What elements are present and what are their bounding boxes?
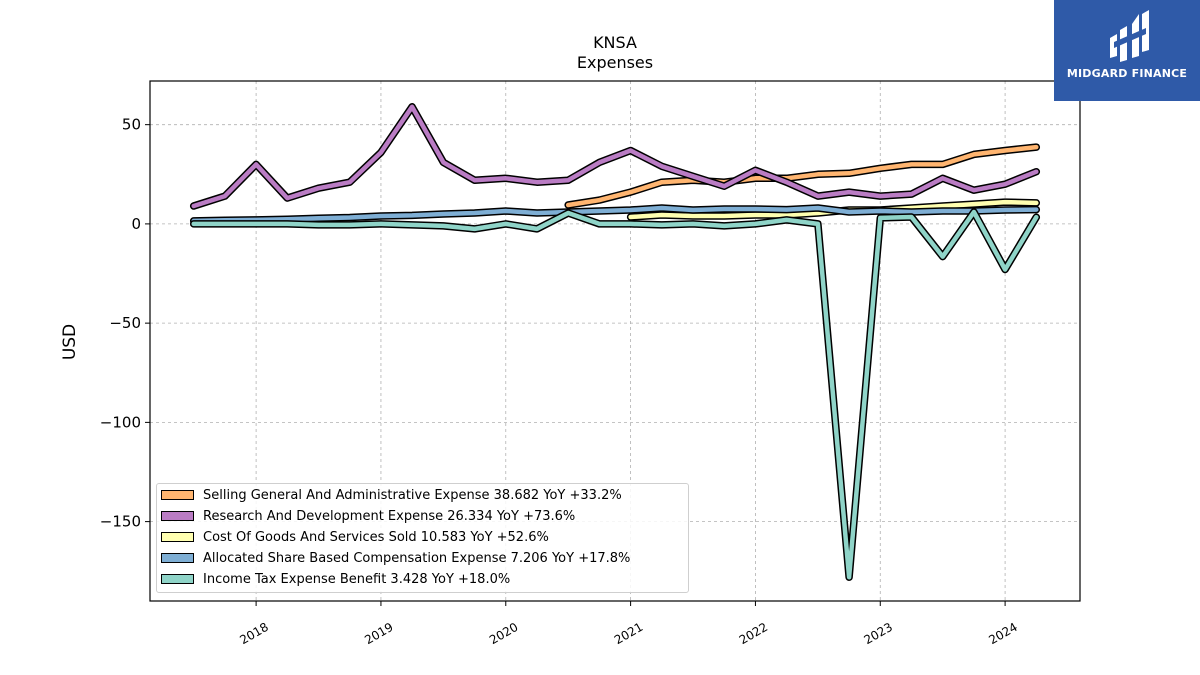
- y-tick-label: 0: [131, 215, 141, 233]
- series-line-3: [191, 205, 1039, 224]
- legend-swatch-sga: [161, 490, 194, 500]
- legend-label-cogs: Cost Of Goods And Services Sold 10.583 Y…: [203, 530, 549, 545]
- series-line-0: [565, 144, 1039, 208]
- x-tick-label: 2023: [862, 620, 895, 647]
- legend-label-rnd: Research And Development Expense 26.334 …: [203, 509, 576, 524]
- chart-subtitle: Expenses: [577, 53, 653, 72]
- y-tick-label: −100: [100, 413, 141, 431]
- x-tick-label: 2024: [986, 620, 1019, 647]
- y-tick-label: 50: [122, 116, 141, 134]
- brand-mark-icon: [1110, 10, 1149, 62]
- x-tick-label: 2022: [737, 620, 770, 647]
- series-line-4: [191, 209, 1039, 580]
- legend-label-tax: Income Tax Expense Benefit 3.428 YoY +18…: [203, 572, 511, 587]
- series-line-1: [191, 104, 1039, 209]
- y-tick-label: −150: [100, 513, 141, 531]
- legend-label-sbc: Allocated Share Based Compensation Expen…: [203, 551, 631, 566]
- legend-swatch-tax: [161, 574, 194, 584]
- x-tick-label: 2019: [362, 620, 395, 647]
- legend-label-sga: Selling General And Administrative Expen…: [203, 488, 622, 503]
- legend-swatch-sbc: [161, 553, 194, 563]
- brand-name: MIDGARD FINANCE: [1066, 67, 1188, 80]
- chart-legend: Selling General And Administrative Expen…: [156, 483, 689, 593]
- legend-swatch-rnd: [161, 511, 194, 521]
- legend-swatch-cogs: [161, 532, 194, 542]
- x-tick-label: 2021: [612, 620, 645, 647]
- chart-title: KNSA: [593, 33, 637, 52]
- x-tick-label: 2020: [487, 620, 520, 647]
- brand-logo: MIDGARD FINANCE: [1054, 0, 1200, 101]
- plot-frame: [149, 80, 1081, 602]
- x-tick-label: 2018: [237, 620, 270, 647]
- y-tick-label: −50: [109, 314, 141, 332]
- series-lines: [189, 103, 1041, 581]
- y-axis-label: USD: [60, 324, 80, 360]
